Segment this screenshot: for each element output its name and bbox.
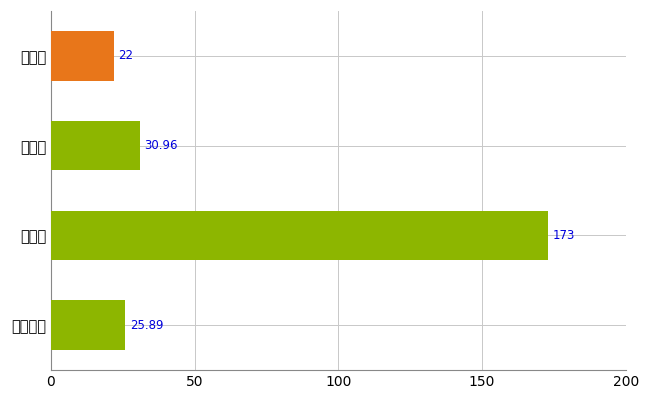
Bar bbox=[51, 31, 114, 81]
Bar bbox=[51, 300, 125, 350]
Text: 173: 173 bbox=[552, 229, 575, 242]
Bar bbox=[51, 211, 548, 260]
Text: 22: 22 bbox=[118, 50, 133, 62]
Bar bbox=[51, 121, 140, 170]
Text: 30.96: 30.96 bbox=[144, 139, 177, 152]
Text: 25.89: 25.89 bbox=[130, 319, 163, 332]
